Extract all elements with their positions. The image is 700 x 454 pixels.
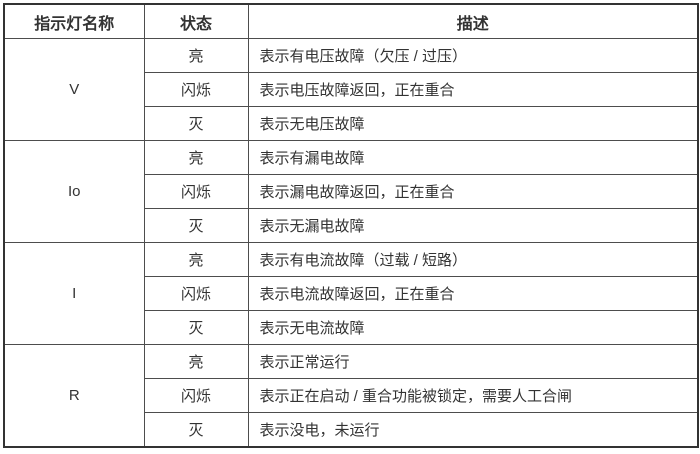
table-row: 闪烁 表示正在启动 / 重合功能被锁定，需要人工合闸 bbox=[4, 378, 699, 413]
header-cell-desc: 描述 bbox=[247, 3, 699, 39]
state-cell: 灭 bbox=[143, 106, 249, 141]
desc-cell: 表示无漏电故障 bbox=[247, 208, 699, 243]
table-row: 闪烁 表示漏电故障返回，正在重合 bbox=[4, 174, 699, 209]
table-row: I 亮 表示有电流故障（过载 / 短路） bbox=[3, 242, 699, 345]
state-cell: 亮 bbox=[143, 242, 249, 277]
group-name-cell-r: R bbox=[3, 344, 145, 448]
desc-cell: 表示有漏电故障 bbox=[247, 140, 699, 175]
table-row: 闪烁 表示电流故障返回，正在重合 bbox=[4, 276, 699, 311]
table-row: 灭 表示没电，未运行 bbox=[4, 412, 699, 448]
state-cell: 亮 bbox=[143, 38, 249, 73]
group-name-cell-v: V bbox=[3, 38, 145, 141]
group-name-cell-io: Io bbox=[3, 140, 145, 243]
table-row: 灭 表示无漏电故障 bbox=[4, 208, 699, 243]
indicator-light-table: 指示灯名称 状态 描述 V 亮 表示有电压故障（欠压 / 过压） 闪烁 表示电压… bbox=[3, 3, 699, 448]
desc-cell: 表示电流故障返回，正在重合 bbox=[247, 276, 699, 311]
state-cell: 灭 bbox=[143, 208, 249, 243]
table-row: R 亮 表示正常运行 bbox=[3, 344, 699, 448]
table-row: V 亮 表示有电压故障（欠压 / 过压） bbox=[3, 38, 699, 141]
header-cell-state: 状态 bbox=[143, 3, 249, 39]
state-cell: 灭 bbox=[143, 310, 249, 345]
state-cell: 亮 bbox=[143, 344, 249, 379]
desc-cell: 表示电压故障返回，正在重合 bbox=[247, 72, 699, 107]
desc-cell: 表示没电，未运行 bbox=[247, 412, 699, 448]
desc-cell: 表示正在启动 / 重合功能被锁定，需要人工合闸 bbox=[247, 378, 699, 413]
table-row: Io 亮 表示有漏电故障 bbox=[3, 140, 699, 243]
state-cell: 闪烁 bbox=[143, 378, 249, 413]
group-name-cell-i: I bbox=[3, 242, 145, 345]
table-row: 闪烁 表示电压故障返回，正在重合 bbox=[4, 72, 699, 107]
desc-cell: 表示有电压故障（欠压 / 过压） bbox=[247, 38, 699, 73]
state-cell: 闪烁 bbox=[143, 276, 249, 311]
header-cell-name: 指示灯名称 bbox=[3, 3, 145, 39]
desc-cell: 表示无电压故障 bbox=[247, 106, 699, 141]
state-cell: 亮 bbox=[143, 140, 249, 175]
desc-cell: 表示有电流故障（过载 / 短路） bbox=[247, 242, 699, 277]
state-cell: 灭 bbox=[143, 412, 249, 448]
desc-cell: 表示漏电故障返回，正在重合 bbox=[247, 174, 699, 209]
state-cell: 闪烁 bbox=[143, 174, 249, 209]
desc-cell: 表示正常运行 bbox=[247, 344, 699, 379]
state-cell: 闪烁 bbox=[143, 72, 249, 107]
table-header-row: 指示灯名称 状态 描述 bbox=[3, 3, 699, 39]
desc-cell: 表示无电流故障 bbox=[247, 310, 699, 345]
table-row: 灭 表示无电压故障 bbox=[4, 106, 699, 141]
table-row: 灭 表示无电流故障 bbox=[4, 310, 699, 345]
